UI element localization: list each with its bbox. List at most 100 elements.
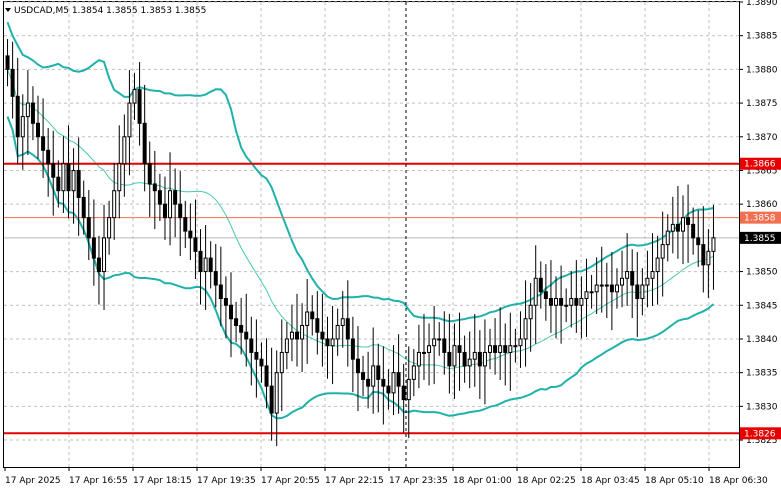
candle-body xyxy=(614,284,619,293)
x-tick-label: 17 Apr 20:55 xyxy=(261,476,320,486)
x-tick-label: 17 Apr 16:55 xyxy=(69,476,128,486)
candle-body xyxy=(96,257,101,273)
candle-body xyxy=(691,223,696,239)
x-tick-label: 18 Apr 06:30 xyxy=(709,476,768,486)
candle-body xyxy=(696,237,701,246)
candle-body xyxy=(330,338,335,347)
grid xyxy=(4,1,739,467)
chart-title: USDCAD,M5 1.3854 1.3855 1.3853 1.3855 xyxy=(14,6,206,16)
candle-body xyxy=(86,217,91,239)
candle-body xyxy=(264,365,269,387)
candle-body xyxy=(350,338,355,360)
candle-body xyxy=(706,250,711,266)
candle-body xyxy=(142,122,147,165)
candle-body xyxy=(112,190,117,219)
x-tick-label: 18 Apr 02:25 xyxy=(517,476,576,486)
candle-body xyxy=(533,277,538,306)
candle-body xyxy=(675,223,680,232)
candle-body xyxy=(462,351,467,367)
x-tick-label: 17 Apr 18:15 xyxy=(133,476,192,486)
candle-body xyxy=(594,284,599,293)
candle-body xyxy=(686,217,691,225)
candle-body xyxy=(102,237,107,273)
candle-body xyxy=(503,345,508,353)
bollinger-bands xyxy=(6,21,715,420)
candle-body xyxy=(173,190,178,205)
candle-body xyxy=(701,244,706,266)
candle-body xyxy=(620,277,625,286)
candle-body xyxy=(117,163,122,192)
candle-body xyxy=(320,331,325,340)
candle-body xyxy=(152,183,157,192)
candle-body xyxy=(183,217,188,232)
candle-body xyxy=(244,331,249,340)
x-tick-label: 17 Apr 19:35 xyxy=(197,476,256,486)
x-axis: 17 Apr 2025 17 Apr 16:55 17 Apr 18:15 17 Ap… xyxy=(4,467,768,486)
candle-body xyxy=(178,203,183,219)
upper-band xyxy=(6,21,714,323)
candle-body xyxy=(223,298,228,306)
candle-body xyxy=(76,169,81,198)
candle-body xyxy=(376,365,381,380)
candle-body xyxy=(25,102,30,118)
candle-body xyxy=(554,298,559,306)
candle-body xyxy=(396,372,401,387)
candle-body xyxy=(51,163,56,178)
candle-body xyxy=(274,372,279,414)
candle-body xyxy=(228,304,233,320)
candle-body xyxy=(157,190,162,205)
candle-body xyxy=(366,378,371,387)
candle-body xyxy=(670,223,675,232)
candle-body xyxy=(416,351,421,367)
candle-body xyxy=(493,345,498,353)
y-tick-label: 1.3845 xyxy=(746,301,778,311)
candle-body xyxy=(635,284,640,300)
candle-body xyxy=(81,196,86,219)
y-tick-label: 1.3885 xyxy=(746,32,778,42)
candle-body xyxy=(665,230,670,246)
dropdown-triangle-icon[interactable] xyxy=(5,8,11,12)
candle-body xyxy=(107,217,112,239)
candle-body xyxy=(680,217,685,232)
candle-body xyxy=(56,176,61,192)
candle-body xyxy=(513,345,518,348)
candle-body xyxy=(386,385,391,394)
candle-body xyxy=(61,163,66,192)
candle-body xyxy=(391,372,396,394)
x-tick-label: 18 Apr 03:45 xyxy=(581,476,640,486)
current-price-label: 1.3855 xyxy=(744,234,776,244)
candle-body xyxy=(305,311,310,326)
x-tick-label: 18 Apr 05:10 xyxy=(645,476,704,486)
candle-body xyxy=(609,284,614,293)
candle-body xyxy=(10,68,15,97)
candle-body xyxy=(218,284,223,300)
candle-body xyxy=(548,298,553,306)
candle-body xyxy=(315,318,320,333)
candle-body xyxy=(518,338,523,347)
lower-band xyxy=(6,116,715,420)
level-label-bg xyxy=(740,427,781,440)
y-tick-label: 1.3850 xyxy=(746,268,778,278)
y-tick-label: 1.3865 xyxy=(746,166,778,176)
candle-body xyxy=(406,378,411,401)
candle-body xyxy=(300,324,305,340)
current-price-label-bg xyxy=(740,231,781,244)
candle-body xyxy=(452,345,457,367)
middle-band xyxy=(7,69,714,370)
candle-body xyxy=(239,324,244,333)
candle-body xyxy=(355,358,360,374)
level-label-bg xyxy=(740,157,781,170)
candle-body xyxy=(325,338,330,347)
candle-body xyxy=(46,149,51,165)
candle-body xyxy=(472,351,477,360)
candle-body xyxy=(168,190,173,219)
candle-body xyxy=(20,116,25,138)
candle-body xyxy=(188,230,193,239)
x-tick-label: 17 Apr 23:35 xyxy=(389,476,448,486)
candle-body xyxy=(432,338,437,347)
candle-body xyxy=(442,338,447,353)
candle-body xyxy=(254,351,259,360)
y-tick-label: 1.3860 xyxy=(746,200,778,210)
candles xyxy=(5,39,716,447)
